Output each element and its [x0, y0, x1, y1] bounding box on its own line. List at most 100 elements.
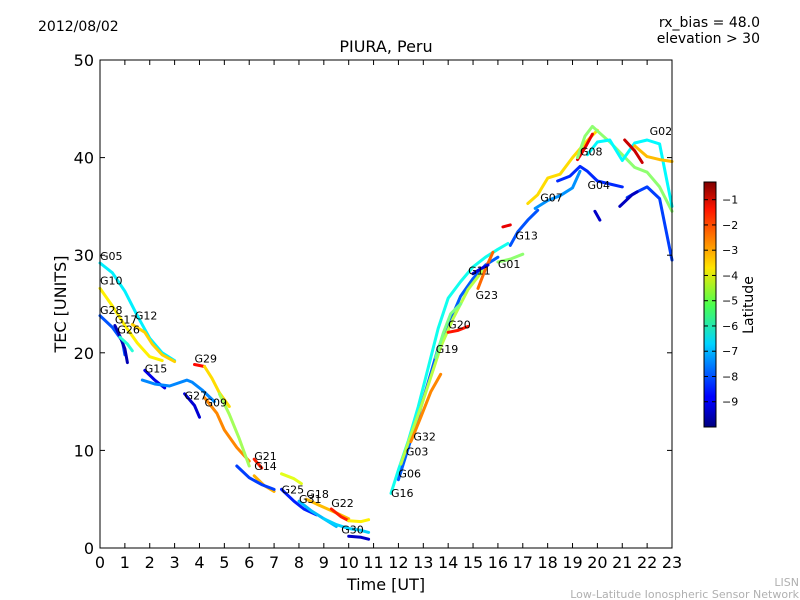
series-label-g31: G31 — [299, 493, 322, 506]
colorbar-tick-label: −5 — [722, 295, 738, 308]
x-tick-label: 0 — [95, 553, 105, 572]
colorbar-tick-label: −1 — [722, 194, 738, 207]
series-line-g07-1 — [526, 128, 599, 205]
credit-long: Low-Latitude Ionospheric Sensor Network — [570, 588, 799, 600]
series-label-g15: G15 — [145, 362, 168, 375]
series-line-g22-1 — [347, 518, 371, 524]
x-tick-label: 2 — [145, 553, 155, 572]
y-tick-label: 10 — [74, 441, 94, 460]
x-tick-label: 22 — [637, 553, 657, 572]
series-line-g20-0 — [446, 324, 470, 334]
x-tick-label: 10 — [339, 553, 359, 572]
series-line-g32-0 — [409, 372, 443, 444]
series-label-g08: G08 — [580, 146, 603, 159]
x-tick-label: 17 — [513, 553, 533, 572]
series-label-g17: G17 — [115, 314, 138, 327]
series-label-g05: G05 — [100, 250, 123, 263]
series-line-g02-1 — [585, 138, 674, 208]
x-tick-label: 4 — [194, 553, 204, 572]
series-label-g28: G28 — [100, 304, 123, 317]
x-tick-label: 5 — [219, 553, 229, 572]
credit-short: LISN — [774, 576, 799, 589]
series-label-g14: G14 — [254, 460, 277, 473]
elevation-label: elevation > 30 — [657, 31, 760, 47]
chart-title: PIURA, Peru — [339, 37, 432, 56]
series-line-g14-0 — [252, 457, 264, 470]
series-line-g14-1 — [235, 464, 276, 491]
colorbar-tick-label: −2 — [722, 219, 738, 232]
series-line-g13-0 — [508, 208, 540, 247]
colorbar-ticks: −1 −2 −3 −4 −5 −6 −7 −8 −9 — [704, 194, 738, 409]
series-line-g27-1 — [183, 392, 201, 419]
x-axis: 0 1 2 3 4 5 6 7 8 9 10 11 12 13 14 15 16 17 18 19 20 21 22 23 — [95, 60, 682, 572]
colorbar-tick-label: −6 — [722, 320, 738, 333]
x-tick-label: 3 — [170, 553, 180, 572]
series-label-g32: G32 — [413, 431, 436, 444]
series-line-g27-0 — [140, 378, 216, 404]
series-label-g09: G09 — [204, 396, 227, 409]
series-line-g04-0 — [556, 164, 624, 189]
y-axis: 0 10 20 30 40 50 — [74, 51, 672, 558]
series-label-g10: G10 — [100, 274, 123, 287]
x-axis-label: Time [UT] — [346, 575, 425, 594]
x-tick-label: 8 — [294, 553, 304, 572]
colorbar-label: Latitude — [741, 276, 757, 334]
date-label: 2012/08/02 — [38, 19, 119, 35]
series-line-g19-0 — [434, 302, 463, 360]
series-label-g22: G22 — [331, 497, 354, 510]
series-line-g01-0 — [496, 252, 525, 264]
series-label-g18: G18 — [306, 488, 329, 501]
series-line-g26-0 — [118, 335, 134, 353]
x-tick-label: 13 — [413, 553, 433, 572]
colorbar-tick-label: −8 — [722, 370, 738, 383]
series-line-g07-0 — [533, 169, 582, 210]
series-line-g04-1 — [593, 209, 602, 222]
series-label-g20: G20 — [448, 318, 471, 331]
series-line-g02-2 — [633, 144, 674, 163]
series-line-g23-0 — [476, 250, 495, 290]
x-tick-label: 20 — [587, 553, 607, 572]
series-line-g30-0 — [322, 517, 371, 534]
x-tick-label: 23 — [662, 553, 682, 572]
series-label-g13: G13 — [515, 230, 538, 243]
series-line-g22-0 — [329, 507, 351, 523]
series-line-g09-1 — [217, 392, 251, 468]
plot-area — [98, 124, 674, 541]
colorbar — [703, 181, 717, 428]
series-line-g13-1 — [501, 223, 512, 229]
series-line-g10-0 — [98, 286, 164, 363]
series-line-g25-1 — [280, 487, 318, 517]
series-label-g11: G11 — [468, 265, 491, 278]
x-tick-label: 11 — [363, 553, 383, 572]
series-label-g16: G16 — [391, 487, 414, 500]
colorbar-tick-label: −7 — [722, 345, 738, 358]
series-label-g12: G12 — [135, 310, 158, 323]
series-line-g12-0 — [130, 323, 177, 364]
series-line-g29-1 — [203, 365, 231, 408]
y-axis-label: TEC [UNITS] — [51, 256, 70, 354]
series-line-g11-0 — [471, 263, 490, 276]
colorbar-tick-label: −3 — [722, 244, 738, 257]
x-tick-label: 1 — [120, 553, 130, 572]
series-line-g03-0 — [399, 265, 487, 466]
satellite-labels: G05G10G28G17G12G26G15G29G27G09G21G14G25G… — [100, 125, 672, 536]
plot-frame — [99, 59, 673, 549]
x-tick-label: 9 — [319, 553, 329, 572]
series-line-g08-0 — [576, 132, 594, 162]
series-label-g27: G27 — [185, 390, 208, 403]
series-label-g29: G29 — [195, 353, 218, 366]
series-label-g03: G03 — [406, 445, 429, 458]
series-line-g02-5 — [618, 190, 639, 208]
x-tick-label: 16 — [488, 553, 508, 572]
series-label-g21: G21 — [254, 450, 277, 463]
y-tick-label: 40 — [74, 149, 94, 168]
series-label-g04: G04 — [587, 179, 610, 192]
x-tick-label: 19 — [562, 553, 582, 572]
series-label-g02: G02 — [650, 125, 673, 138]
series-line-g25-0 — [280, 472, 303, 486]
colorbar-tick-label: −9 — [722, 396, 738, 409]
series-label-g30: G30 — [341, 523, 364, 536]
x-tick-label: 12 — [388, 553, 408, 572]
series-line-g29-0 — [193, 363, 206, 368]
